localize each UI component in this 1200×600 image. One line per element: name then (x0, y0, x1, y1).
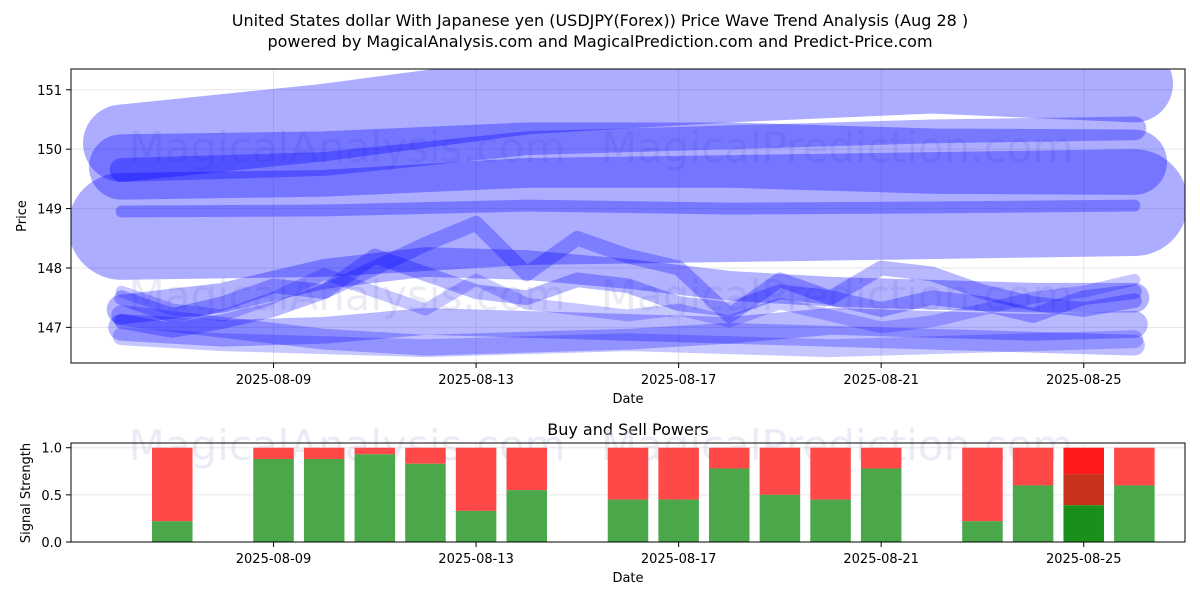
price-wave-band-1 (82, 69, 1174, 182)
price-wave-band-10 (111, 305, 1145, 356)
watermark-prediction-top: MagicalPrediction.com (601, 123, 1074, 172)
sell-bar (506, 447, 547, 491)
sell-bar (455, 447, 497, 511)
price-wave-band-4 (109, 116, 1147, 182)
buy-bar (709, 468, 750, 542)
price-x-axis-label: Date (612, 392, 643, 407)
price-y-tick-label: 151 (37, 84, 62, 99)
buy-bar (759, 494, 801, 542)
signal-x-axis-label: Date (612, 571, 643, 586)
price-wave-band-2 (88, 122, 1168, 200)
price-wave-bands (71, 69, 1185, 358)
buy-bar (1012, 485, 1054, 542)
sell-bar (759, 447, 801, 495)
buy-bar (962, 521, 1003, 542)
signal-x-tick-label: 2025-08-21 (843, 552, 919, 567)
sell-bar (405, 447, 446, 464)
sell-bar (303, 447, 345, 460)
buy-bar (506, 490, 547, 542)
sell-bar (1063, 447, 1104, 475)
watermark-prediction-mid: MagicalPrediction.com (601, 271, 1074, 320)
sell-bar (253, 447, 294, 460)
price-y-tick-label: 150 (37, 143, 62, 158)
watermark-analysis-bottom: MagicalAnalysis.com (129, 421, 566, 470)
watermark-analysis-mid: MagicalAnalysis.com (129, 271, 566, 320)
price-x-ticks: 2025-08-09 2025-08-13 2025-08-17 2025-08-21… (236, 363, 1122, 388)
sell-bar (607, 447, 649, 500)
price-x-tick-label: 2025-08-13 (438, 373, 514, 388)
buy-bar (354, 454, 396, 542)
price-wave-band-8 (114, 248, 1142, 323)
buy-bar (253, 459, 294, 542)
price-x-tick-label: 2025-08-17 (641, 373, 717, 388)
sell-bar (709, 447, 750, 469)
buy-bar (810, 499, 851, 542)
price-wave-band-11 (115, 267, 1141, 334)
price-x-tick-label: 2025-08-25 (1046, 373, 1122, 388)
buy-bar (405, 463, 446, 542)
signal-y-ticks: 0.0 0.5 1.0 (41, 442, 71, 551)
buy-bar (1063, 505, 1104, 542)
buy-bar (152, 521, 193, 542)
sell-bar (1114, 447, 1155, 486)
price-x-tick-label: 2025-08-21 (843, 373, 919, 388)
sell-bar (962, 447, 1003, 522)
price-wave-band-9 (108, 308, 1148, 347)
price-wave-panel: MagicalAnalysis.com MagicalPrediction.co… (15, 68, 1186, 407)
signal-y-tick-label: 0.5 (41, 489, 62, 504)
sell-bar (860, 447, 902, 469)
signal-bars (152, 447, 1155, 542)
price-y-ticks: 147 148 149 150 151 (37, 84, 71, 336)
buy-bar (455, 510, 497, 542)
price-wave-band-6 (106, 247, 1150, 325)
price-y-axis-label: Price (15, 200, 30, 232)
buy-bar (658, 499, 699, 542)
price-wave-band-7 (114, 215, 1142, 338)
price-grid (71, 69, 1185, 363)
signal-panel: Buy and Sell Powers MagicalAnalysis.com … (19, 420, 1186, 586)
sell-bar (658, 447, 699, 500)
signal-y-tick-label: 1.0 (41, 442, 62, 457)
price-wave-band-3 (71, 149, 1185, 280)
sell-bar (354, 447, 396, 455)
signal-panel-title: Buy and Sell Powers (547, 420, 709, 439)
price-y-tick-label: 149 (37, 203, 62, 218)
figure-title-line2: powered by MagicalAnalysis.com and Magic… (267, 32, 932, 51)
signal-y-tick-label: 0.0 (41, 536, 62, 551)
buy-bar (860, 468, 902, 542)
price-x-tick-label: 2025-08-09 (236, 373, 312, 388)
sell-bar (1012, 447, 1054, 486)
price-wave-band-12 (112, 327, 1144, 358)
sell-bar (810, 447, 851, 500)
buy-bar (607, 499, 649, 542)
signal-x-tick-label: 2025-08-09 (236, 552, 312, 567)
price-y-tick-label: 148 (37, 262, 62, 277)
price-axes-frame (70, 68, 1186, 364)
figure-title-line1: United States dollar With Japanese yen (… (232, 11, 968, 30)
signal-x-tick-label: 2025-08-25 (1046, 552, 1122, 567)
signal-axes-frame (70, 442, 1186, 543)
signal-x-tick-label: 2025-08-13 (438, 552, 514, 567)
watermark-analysis-top: MagicalAnalysis.com (129, 123, 566, 172)
signal-x-tick-label: 2025-08-17 (641, 552, 717, 567)
sell-bar (152, 447, 193, 522)
signal-x-ticks: 2025-08-09 2025-08-13 2025-08-17 2025-08-21… (236, 542, 1122, 567)
buy-bar (303, 459, 345, 542)
signal-y-axis-label: Signal Strength (19, 443, 34, 543)
price-wave-band-5 (115, 199, 1141, 218)
buy-bar (1114, 485, 1155, 542)
price-y-tick-label: 147 (37, 321, 62, 336)
sell-bar-dark (1063, 474, 1104, 506)
